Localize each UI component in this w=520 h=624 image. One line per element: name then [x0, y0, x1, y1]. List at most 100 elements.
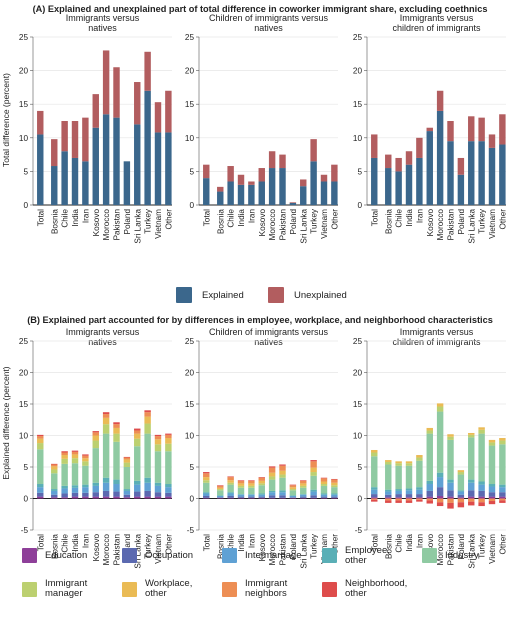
panel-b-sub3-bar-poland-education	[457, 497, 465, 499]
panel-b-sub2-xtick-bosnia: Bosnia	[216, 534, 225, 559]
panel-b-sub1-bar-india-education	[71, 496, 79, 499]
panel-b-sub2-bar-poland-neighborhood-other	[289, 484, 297, 486]
panel-a-sub2-bar-chile-explained	[227, 181, 234, 205]
panel-b-sub3-ytick-label: 0	[357, 495, 362, 504]
panel-b-sub3-bar-poland-immigrant-neighbors	[457, 498, 465, 503]
panel-a-sub1-bar-morocco-unexplained	[102, 50, 110, 115]
panel-b-sub2-xtick-kosovo: Kosovo	[258, 534, 267, 562]
panel-a-sub1-xtick-kosovo: Kosovo	[92, 209, 101, 237]
panel-b-sub1-bar-iran-neighborhood-other	[82, 454, 89, 456]
panel-b-sub1-bar-other-occupation	[165, 492, 172, 497]
panel-b-sub3-bar-total-immigrant-neighbors	[371, 498, 378, 500]
panel-a-sub1-bar-sri-lanka-unexplained	[134, 82, 141, 125]
panel-b-sub2-bar-morocco-occupation	[268, 495, 276, 498]
panel-b-sub3-bar-morocco-occupation	[436, 487, 444, 496]
panel-a-sub1-ytick-label: 25	[19, 33, 29, 42]
panel-b-sub2-bar-other-occupation	[331, 496, 338, 498]
panel-b-sub1-bar-total-industry	[37, 449, 44, 485]
panel-b-sub2-bar-poland-education	[289, 497, 297, 499]
panel-b-sub1-bar-kosovo-neighborhood-other	[92, 431, 99, 433]
panel-b-sub3-bar-chile-employee-other	[395, 489, 402, 491]
panel-b-sub2-xtick-india: India	[237, 534, 246, 552]
panel-b-sub2-bar-vietnam-intermarriage	[320, 494, 328, 497]
panel-b-sub2-bar-other-industry	[331, 487, 338, 494]
panel-a-sub3-bar-chile-unexplained	[395, 157, 402, 172]
panel-b-sub2-ytick-label: 15	[185, 400, 195, 409]
panel-b-sub2-bar-kosovo-neighborhood-other	[258, 477, 265, 478]
panel-b-sub1-xtick-poland: Poland	[123, 534, 132, 560]
panel-a-sub3-bar-pakistan-explained	[447, 141, 454, 205]
panel-b-sub1-bar-pakistan-education	[113, 496, 120, 499]
panel-b-sub2-bar-pakistan-industry	[279, 477, 286, 491]
panel-b-sub2-xtick-pakistan: Pakistan	[279, 534, 288, 566]
panel-a-sub1-bar-india-explained	[71, 157, 79, 205]
panel-b-sub2-bar-other-workplace-other	[331, 482, 338, 486]
panel-b-sub1-xtick-sri-lanka: Sri Lanka	[133, 534, 142, 569]
panel-b-sub2-bar-morocco-employee-other	[268, 490, 276, 493]
panel-b-sub1-bar-vietnam-neighborhood-other	[154, 434, 162, 437]
panel-b-sub2-bar-sri-lanka-education	[300, 497, 307, 499]
panel-a-sub2-xtick-vietnam: Vietnam	[320, 209, 329, 239]
panel-b-sub2-xtick-iran: Iran	[247, 534, 256, 549]
panel-b-sub3-bar-turkey-employee-other	[478, 481, 485, 485]
panel-b-sub1-bar-kosovo-industry	[92, 448, 99, 483]
panel-b-sub1-xtick-morocco: Morocco	[102, 534, 111, 566]
panel-b-sub2-bar-chile-intermarriage	[227, 493, 234, 496]
panel-b-sub2-bar-vietnam-education	[320, 497, 328, 499]
panel-a-sub2-bar-sri-lanka-unexplained	[300, 179, 307, 187]
panel-a-sub2-xtick-other: Other	[330, 209, 339, 230]
panel-a-sub2-xtick-bosnia: Bosnia	[216, 209, 225, 234]
panel-b-sub2-bar-bosnia-employee-other	[217, 495, 224, 496]
panel-b-sub1-bar-turkey-immigrant-manager	[144, 423, 151, 434]
panel-b-sub2-bar-poland-industry	[289, 490, 297, 496]
panel-b-sub3-bar-turkey-neighborhood-other	[478, 502, 485, 507]
panel-a-sub2-bar-total-unexplained	[203, 164, 210, 179]
panel-a-sub2-xtick-pakistan: Pakistan	[279, 209, 288, 241]
panel-b-sub3-bar-total-neighborhood-other	[371, 499, 378, 502]
panel-a-sub1-ytick-label: 0	[23, 201, 28, 210]
panel-b-sub3-bar-total-workplace-other	[371, 449, 378, 453]
panel-b-sub3-bar-chile-workplace-other	[395, 461, 402, 464]
panel-a-sub2-xtick-chile: Chile	[227, 209, 236, 228]
panel-b-sub3-ytick-label: -5	[355, 526, 363, 535]
panel-a-sub2-title-line1: Children of immigrants versus	[209, 13, 329, 23]
panel-a-sub2-bar-other-unexplained	[331, 164, 338, 182]
panel-a-title: (A) Explained and unexplained part of to…	[33, 4, 488, 14]
panel-b-sub1-bar-turkey-industry	[144, 433, 151, 478]
panel-b-sub3-ytick-label: 25	[353, 337, 363, 346]
panel-b-sub2-bar-chile-neighborhood-other	[227, 476, 234, 478]
panel-b-sub1-xtick-other: Other	[164, 534, 173, 555]
panel-b-sub3-bar-total-industry	[371, 456, 378, 488]
panel-b-sub3-bar-india-education	[405, 497, 413, 499]
panel-a-sub1-bar-morocco-explained	[102, 114, 110, 205]
panel-b-sub3-bar-india-industry	[405, 465, 413, 489]
panel-b-sub1-bar-bosnia-immigrant-manager	[51, 469, 58, 474]
legend-label-intermarriage: Intermarriage	[245, 550, 302, 561]
panel-b-sub3-bar-morocco-immigrant-manager	[436, 406, 444, 412]
panel-b-sub2-bar-pakistan-immigrant-manager	[279, 474, 286, 478]
panel-b-sub3-bar-bosnia-immigrant-neighbors	[385, 498, 392, 501]
panel-b-sub3-bar-turkey-immigrant-neighbors	[478, 498, 485, 503]
panel-b-sub1-bar-pakistan-occupation	[113, 491, 120, 497]
panel-b-sub1-bar-turkey-workplace-other	[144, 416, 151, 424]
panel-a-sub3-ytick-label: 20	[353, 67, 363, 76]
panel-b-sub1-bar-poland-employee-other	[123, 489, 131, 491]
panel-a-sub1-bar-bosnia-unexplained	[51, 139, 58, 167]
legend-label-immigrant-neighbors: Immigrant neighbors	[245, 578, 288, 599]
panel-b-sub3-bar-iran-neighborhood-other	[416, 499, 423, 502]
panel-a-sub2-bar-kosovo-explained	[258, 181, 265, 205]
legend-label-neighborhood-other: Neighborhood, other	[345, 578, 408, 599]
panel-b-sub2-bar-total-immigrant-neighbors	[203, 473, 210, 478]
panel-b-sub3-bar-iran-occupation	[416, 494, 423, 498]
panel-b-sub3-bar-pakistan-intermarriage	[447, 482, 454, 491]
panel-b-sub3-bar-chile-intermarriage	[395, 490, 402, 495]
panel-b-sub3-bar-bosnia-education	[385, 497, 392, 499]
panel-b-sub3-bar-sri-lanka-employee-other	[468, 479, 475, 483]
panel-b-sub1-bar-pakistan-workplace-other	[113, 427, 120, 434]
panel-a-sub2-ytick-label: 20	[185, 67, 195, 76]
panel-a-sub3-xtick-turkey: Turkey	[478, 208, 487, 234]
panel-b-sub3-bar-iran-intermarriage	[416, 489, 423, 495]
panel-a-sub1-title-line1: Immigrants versus	[66, 13, 140, 23]
panel-b-sub2-bar-iran-education	[248, 497, 255, 499]
